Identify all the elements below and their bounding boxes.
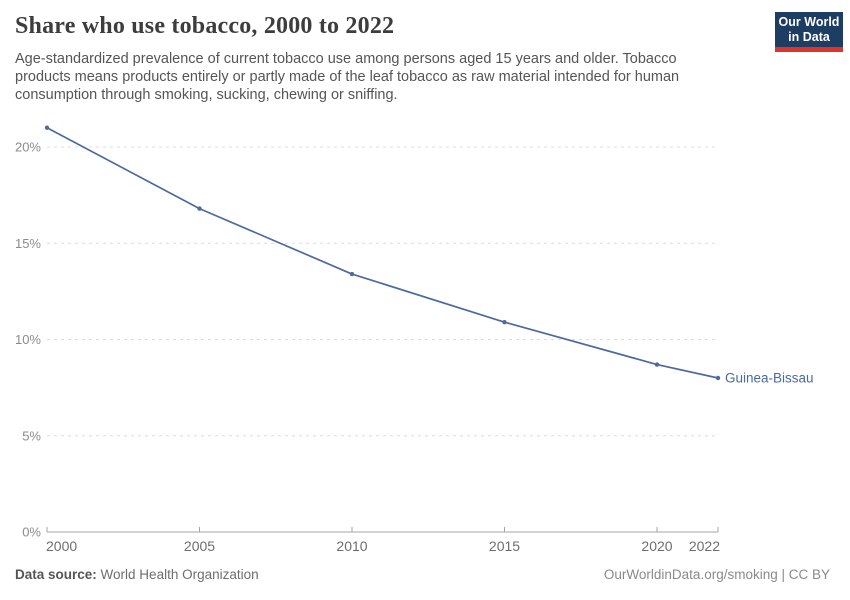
data-point-marker [715,375,721,381]
y-axis-tick-label: 20% [15,140,41,155]
data-source-value: World Health Organization [100,567,259,582]
data-point-marker [654,362,660,367]
series-line [46,126,719,379]
credit-link[interactable]: OurWorldinData.org/smoking | CC BY [603,567,830,582]
owid-logo-line1: Our World [778,14,840,29]
chart-footer: Data source: World Health Organization O… [15,567,830,582]
y-axis-tick-label: 5% [22,428,41,443]
chart-header: Share who use tobacco, 2000 to 2022 Age-… [15,13,835,104]
data-point-marker [349,271,355,277]
x-axis-tick-label: 2022 [689,538,720,554]
series-end-label: Guinea-Bissau [725,371,814,386]
data-source-note: Data source: World Health Organization [15,567,259,582]
owid-logo[interactable]: Our World in Data [775,12,843,52]
y-axis-tick-label: 10% [15,332,41,347]
line-chart-canvas: 0% 5% 10% 15% 20% 2000 2005 2010 2015 2020 2022 Gui… [15,125,814,554]
page-title: Share who use tobacco, 2000 to 2022 [15,13,395,39]
x-axis-tick-label: 2020 [641,538,672,554]
y-axis-tick-label: 15% [15,236,41,251]
x-axis-tick-label: 2000 [46,538,77,554]
chart-subtitle: Age-standardized prevalence of current t… [15,51,680,104]
data-source-label: Data source: [15,567,97,582]
y-axis-tick-label: 0% [22,525,41,540]
x-axis-tick-label: 2005 [184,538,215,554]
owid-logo-line2: in Data [788,29,830,44]
data-point-marker [502,319,507,325]
data-point-marker [197,206,202,211]
x-axis-tick-label: 2015 [489,538,520,554]
data-point-marker [44,125,50,130]
x-axis-tick-label: 2010 [336,538,367,554]
